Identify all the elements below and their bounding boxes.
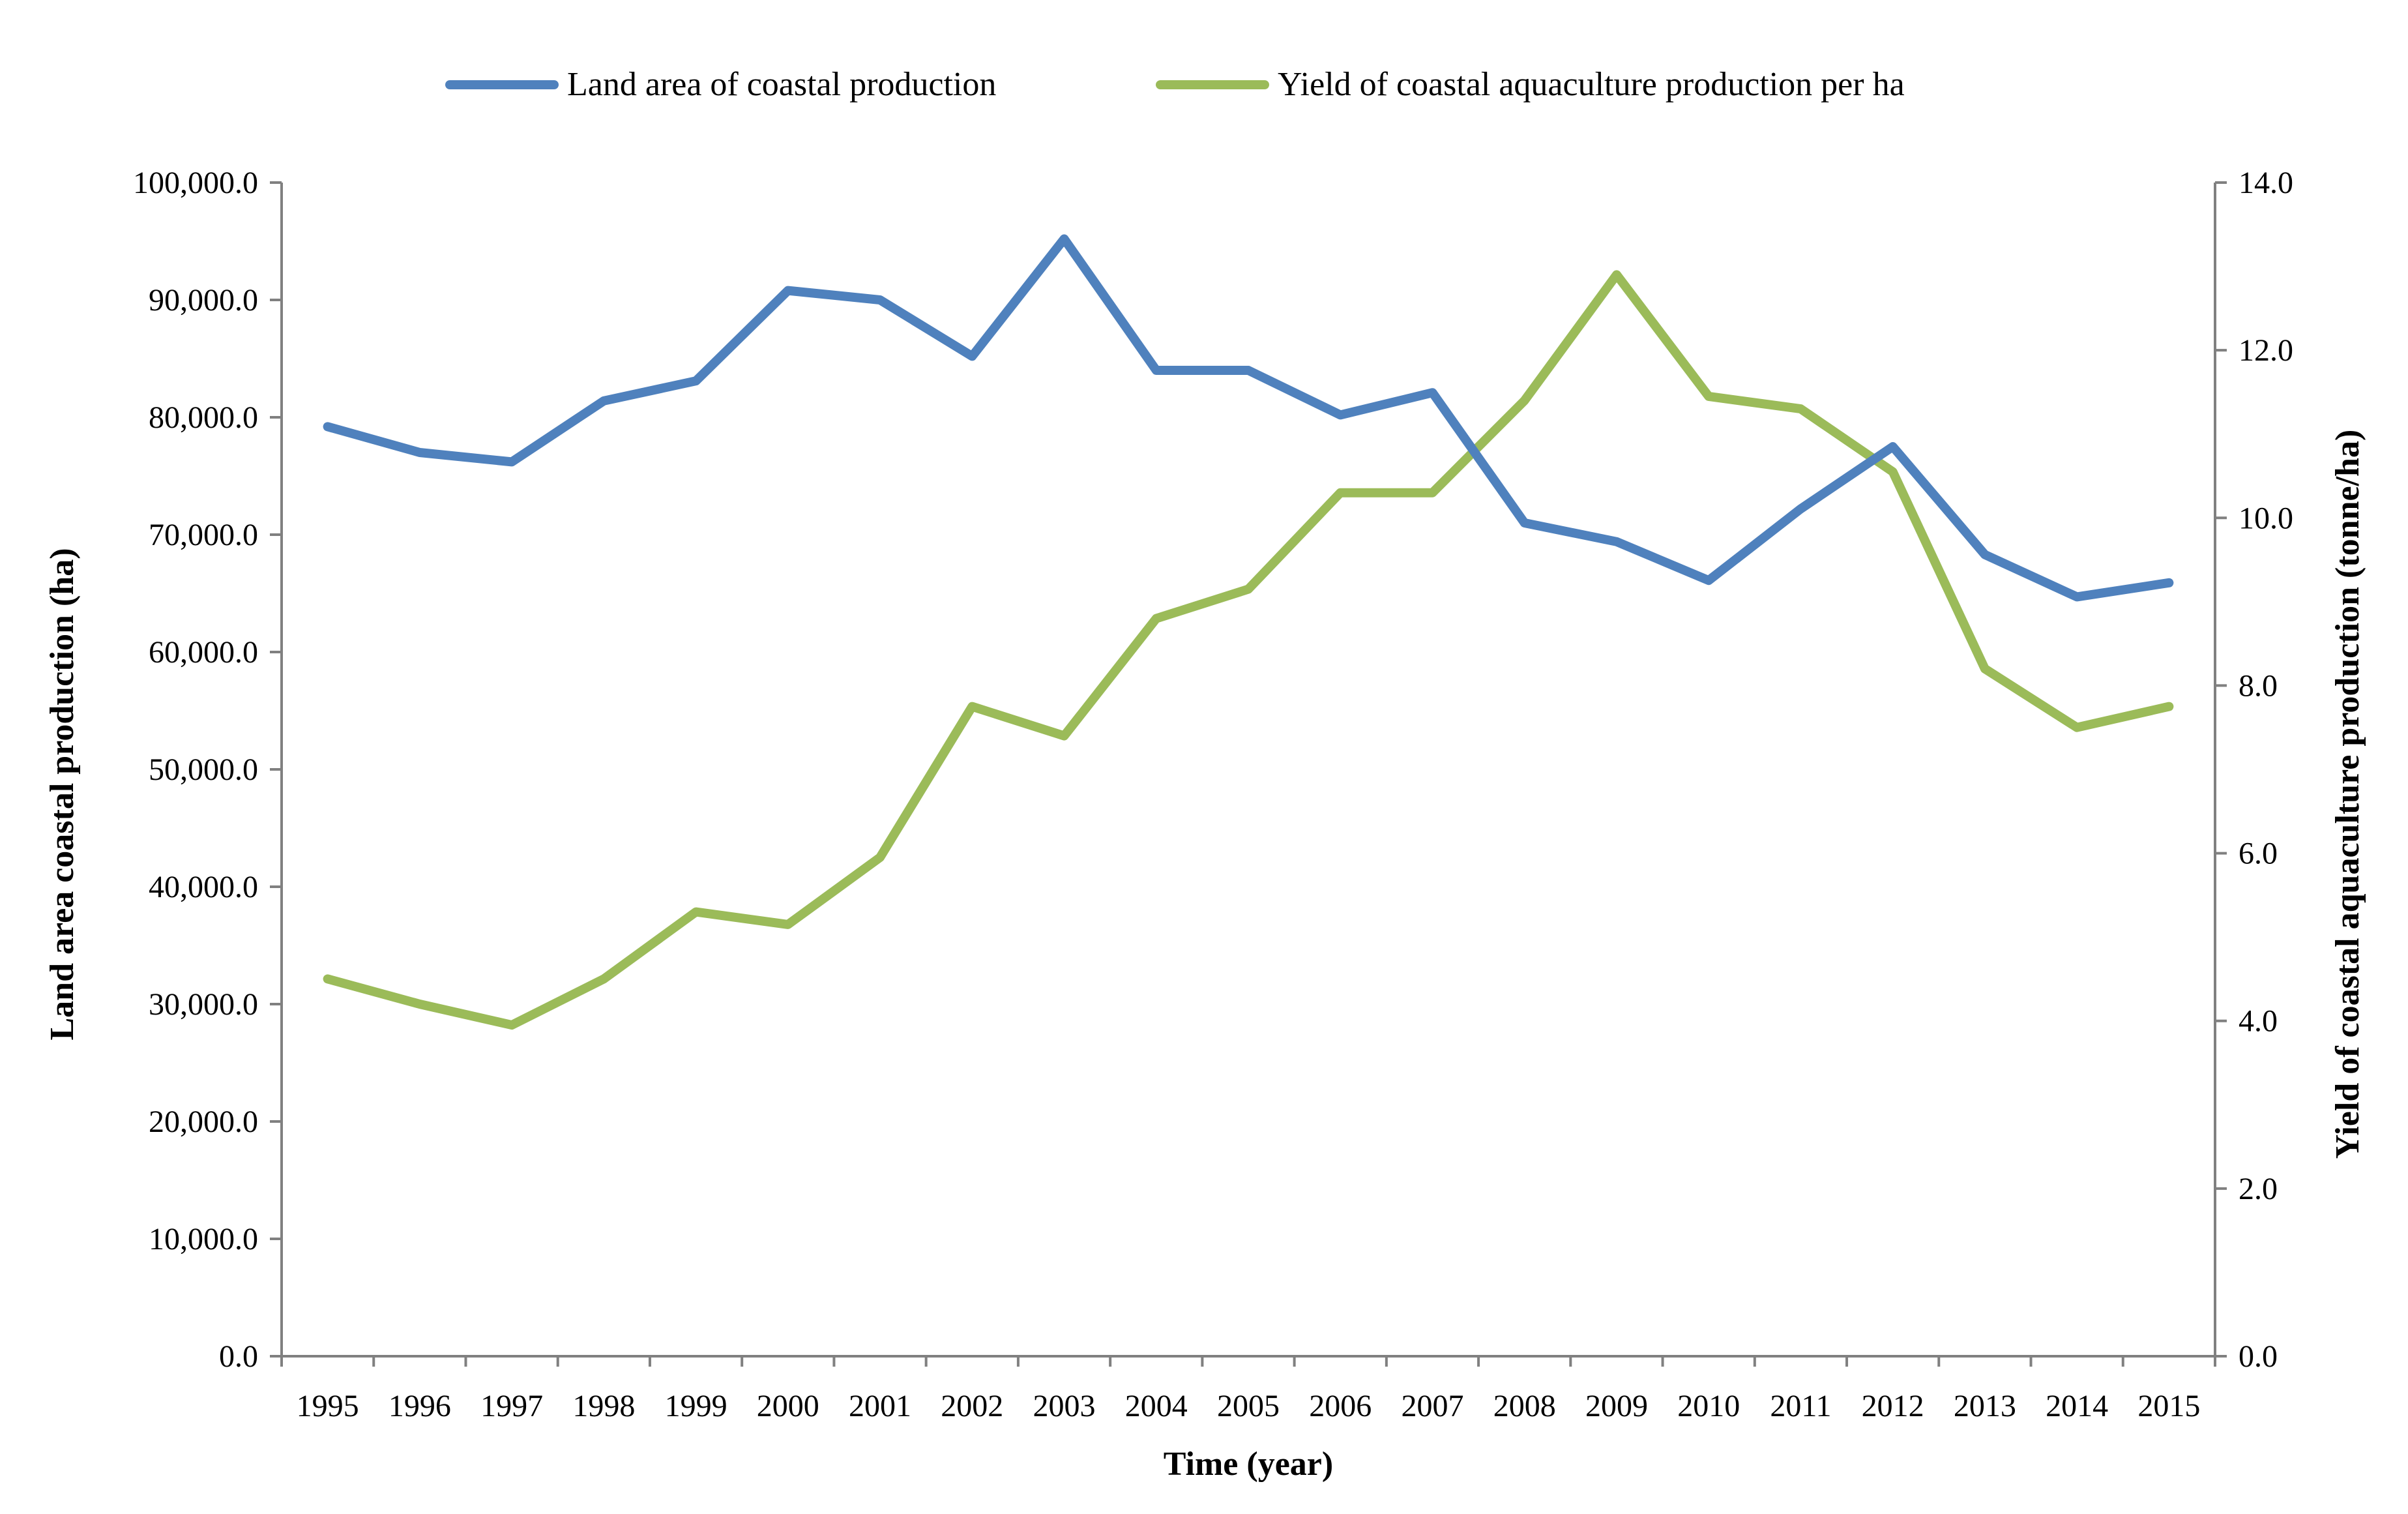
left-tick-label: 10,000.0	[149, 1222, 258, 1256]
x-tick-label: 2015	[2137, 1389, 2200, 1423]
x-tick-label: 2011	[1770, 1389, 1831, 1423]
left-tick-label: 90,000.0	[149, 283, 258, 318]
x-tick-label: 2003	[1033, 1389, 1096, 1423]
right-tick-label: 4.0	[2239, 1004, 2278, 1039]
series-layer	[323, 234, 2174, 1030]
legend-item-land-area: Land area of coastal production	[445, 66, 996, 103]
x-tick-label: 1999	[665, 1389, 727, 1423]
left-tick-label: 0.0	[219, 1339, 258, 1374]
x-tick-label: 1997	[480, 1389, 543, 1423]
left-axis-ticks: 0.0 10,000.0 20,000.0 30,000.0 40,000.0 50,00…	[133, 166, 282, 1374]
x-axis-title: Time (year)	[1164, 1446, 1333, 1483]
right-tick-label: 8.0	[2239, 668, 2278, 703]
legend: Land area of coastal production Yield of …	[445, 66, 1905, 103]
right-tick-label: 10.0	[2239, 501, 2293, 535]
left-tick-label: 80,000.0	[149, 400, 258, 435]
right-axis-title: Yield of coastal aquaculture production …	[2329, 430, 2366, 1159]
x-tick-label: 1996	[389, 1389, 451, 1423]
right-axis-ticks: 0.0 2.0 4.0 6.0 8.0 10.0 12.0 14.0	[2215, 166, 2293, 1374]
axes	[280, 183, 2216, 1358]
left-tick-label: 40,000.0	[149, 870, 258, 904]
right-tick-label: 2.0	[2239, 1172, 2278, 1206]
legend-item-yield: Yield of coastal aquaculture production …	[1156, 66, 1905, 103]
right-tick-label: 12.0	[2239, 333, 2293, 368]
right-tick-label: 0.0	[2239, 1339, 2278, 1374]
x-tick-label: 2005	[1217, 1389, 1280, 1423]
left-tick-label: 70,000.0	[149, 518, 258, 552]
left-tick-label: 20,000.0	[149, 1105, 258, 1139]
yield-series-line	[323, 270, 2174, 1030]
x-tick-label: 2001	[849, 1389, 911, 1423]
x-tick-label: 2013	[1954, 1389, 2016, 1423]
x-tick-label: 2000	[757, 1389, 819, 1423]
x-tick-label: 1995	[297, 1389, 359, 1423]
x-axis-ticks: 1995 1996 1997 1998 1999 2000 2001 2002 2003 2004…	[280, 1356, 2216, 1423]
right-tick-label: 14.0	[2239, 166, 2293, 200]
x-tick-label: 2006	[1309, 1389, 1372, 1423]
x-tick-label: 2007	[1401, 1389, 1463, 1423]
left-tick-label: 60,000.0	[149, 635, 258, 670]
x-tick-label: 2010	[1677, 1389, 1740, 1423]
x-tick-label: 2014	[2046, 1389, 2108, 1423]
x-tick-label: 2004	[1125, 1389, 1188, 1423]
legend-label: Yield of coastal aquaculture production …	[1278, 66, 1905, 103]
x-tick-label: 2009	[1585, 1389, 1648, 1423]
left-tick-label: 50,000.0	[149, 752, 258, 787]
x-tick-label: 1998	[572, 1389, 635, 1423]
legend-label: Land area of coastal production	[567, 66, 996, 103]
left-tick-label: 100,000.0	[133, 166, 258, 200]
x-tick-label: 2012	[1862, 1389, 1924, 1423]
land-area-series-line	[323, 234, 2174, 602]
x-tick-label: 2002	[941, 1389, 1003, 1423]
right-tick-label: 6.0	[2239, 837, 2278, 871]
x-tick-label: 2008	[1493, 1389, 1556, 1423]
left-tick-label: 30,000.0	[149, 987, 258, 1022]
left-axis-title: Land area coastal production (ha)	[44, 548, 81, 1040]
